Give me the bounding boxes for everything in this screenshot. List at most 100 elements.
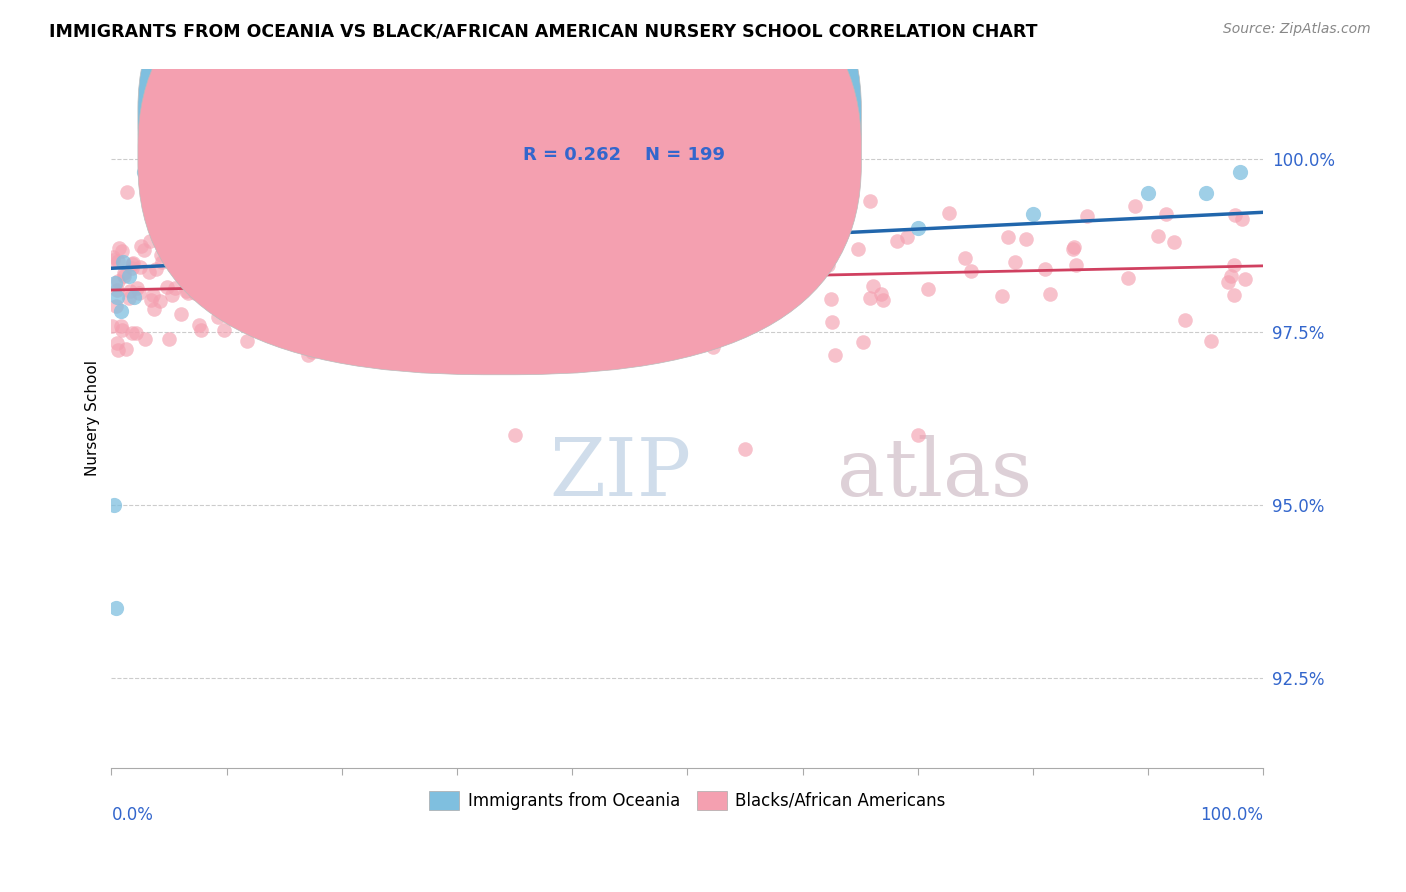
Point [494, 242, 516, 256]
Point [503, 428, 526, 442]
Point [277, 263, 299, 277]
Point [152, 200, 174, 214]
Point [446, 290, 468, 304]
Point [536, 274, 558, 288]
Point [105, 299, 128, 313]
Point [166, 237, 188, 252]
Point [1062, 242, 1084, 256]
Point [209, 277, 232, 291]
Point [142, 172, 165, 186]
Point [411, 285, 433, 299]
Point [991, 289, 1014, 303]
Point [121, 261, 143, 276]
Point [571, 205, 593, 219]
Point [748, 248, 770, 262]
Point [107, 242, 129, 256]
Point [103, 250, 125, 264]
Point [212, 323, 235, 337]
Point [177, 285, 200, 300]
Point [1199, 334, 1222, 349]
Point [1154, 206, 1177, 220]
Point [1063, 240, 1085, 254]
Point [138, 234, 160, 248]
Point [219, 272, 242, 286]
Point [110, 319, 132, 334]
Point [485, 270, 508, 285]
Point [190, 322, 212, 336]
Point [636, 194, 658, 208]
Point [146, 186, 169, 201]
Point [606, 310, 628, 325]
Point [105, 601, 128, 615]
Point [668, 218, 690, 232]
Point [312, 295, 335, 310]
Point [105, 336, 128, 351]
Point [121, 326, 143, 340]
Point [681, 273, 703, 287]
Point [149, 248, 172, 262]
Point [347, 295, 370, 310]
Point [1039, 287, 1062, 301]
Point [349, 270, 371, 285]
Point [1229, 165, 1251, 179]
Point [561, 325, 583, 339]
Point [388, 269, 411, 284]
Point [1223, 258, 1246, 272]
Text: atlas: atlas [837, 435, 1032, 513]
Point [200, 257, 222, 271]
Point [506, 278, 529, 293]
Point [886, 234, 908, 248]
Point [1076, 209, 1098, 223]
Point [156, 279, 179, 293]
Point [129, 260, 152, 274]
Point [134, 332, 156, 346]
Point [478, 306, 501, 320]
Point [149, 293, 172, 308]
Point [211, 259, 233, 273]
Point [273, 233, 295, 247]
Point [481, 296, 503, 310]
Point [134, 243, 156, 257]
Point [821, 315, 844, 329]
Point [157, 235, 180, 249]
Point [676, 290, 699, 304]
Point [160, 288, 183, 302]
Point [118, 269, 141, 284]
Point [391, 255, 413, 269]
Point [741, 203, 763, 218]
Point [208, 219, 231, 234]
Point [509, 260, 531, 275]
Point [782, 280, 804, 294]
Point [309, 341, 332, 355]
Point [107, 343, 129, 358]
Point [938, 205, 960, 219]
Point [273, 235, 295, 249]
Point [1033, 262, 1056, 277]
Text: R = 0.425: R = 0.425 [523, 109, 621, 127]
Text: 100.0%: 100.0% [1201, 806, 1264, 824]
Point [111, 323, 134, 337]
Point [301, 345, 323, 359]
Point [138, 265, 160, 279]
Point [269, 285, 291, 299]
Point [118, 291, 141, 305]
Point [142, 287, 165, 301]
Point [460, 208, 482, 222]
Point [305, 248, 328, 262]
Point [197, 235, 219, 249]
Point [398, 332, 420, 346]
Point [138, 165, 160, 179]
Point [512, 228, 534, 243]
Point [174, 284, 197, 298]
Point [769, 224, 792, 238]
Point [423, 299, 446, 313]
Point [1116, 271, 1139, 285]
Point [160, 248, 183, 262]
Text: R = 0.262: R = 0.262 [523, 145, 621, 163]
Point [297, 348, 319, 362]
Point [125, 280, 148, 294]
Point [342, 243, 364, 257]
Point [859, 194, 882, 209]
Point [640, 292, 662, 306]
Point [917, 282, 939, 296]
